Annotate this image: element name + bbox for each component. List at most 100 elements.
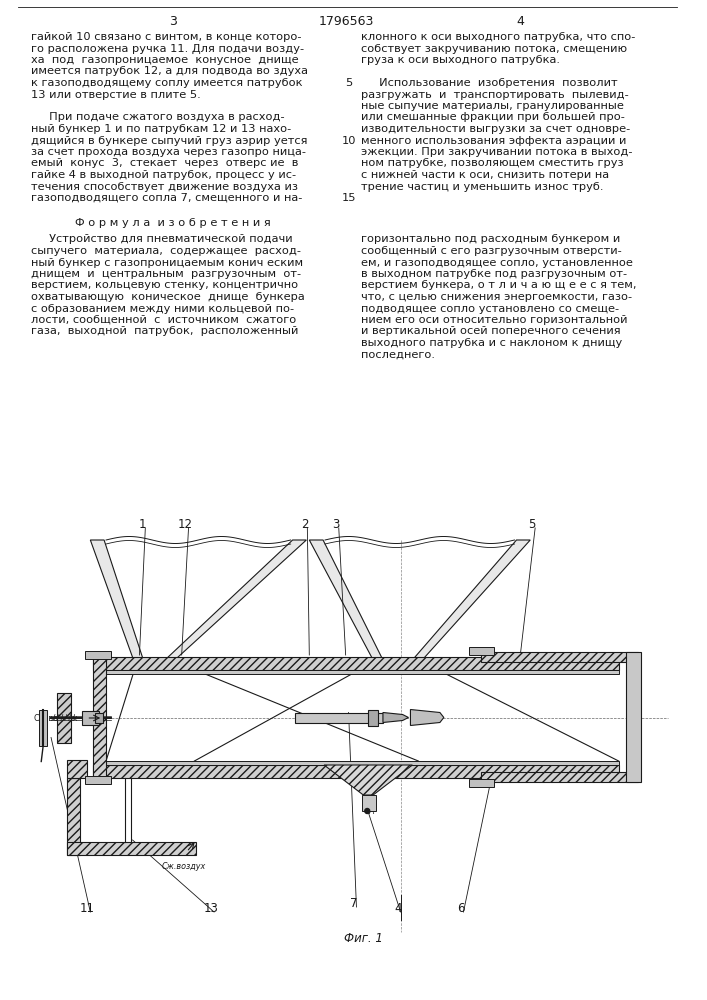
Text: течения способствует движение воздуха из: течения способствует движение воздуха из [31, 182, 298, 192]
Polygon shape [309, 540, 383, 660]
Text: клонного к оси выходного патрубка, что спо-: клонного к оси выходного патрубка, что с… [361, 32, 636, 42]
Text: емый  конус  3,  стекает  через  отверс ие  в: емый конус 3, стекает через отверс ие в [31, 158, 299, 168]
Text: При подаче сжатого воздуха в расход-: При подаче сжатого воздуха в расход- [31, 112, 285, 122]
Text: с нижней части к оси, снизить потери на: с нижней части к оси, снизить потери на [361, 170, 609, 180]
Bar [481, 662, 626, 772]
Text: к газоподводящему соплу имеется патрубок: к газоподводящему соплу имеется патрубок [31, 78, 303, 88]
Bar [86, 651, 111, 659]
Text: 6: 6 [457, 902, 464, 915]
Text: груза к оси выходного патрубка.: груза к оси выходного патрубка. [361, 55, 561, 65]
Text: горизонтально под расходным бункером и: горизонтально под расходным бункером и [361, 234, 621, 244]
Text: ные сыпучие материалы, гранулированные: ные сыпучие материалы, гранулированные [361, 101, 624, 111]
Text: дящийся в бункере сыпучий груз аэрир уется: дящийся в бункере сыпучий груз аэрир ует… [31, 135, 308, 145]
Bar [93, 657, 619, 670]
Polygon shape [383, 712, 409, 722]
Text: ный бункер с газопроницаемым конич еским: ный бункер с газопроницаемым конич еским [31, 257, 303, 267]
Polygon shape [411, 710, 444, 726]
Circle shape [365, 808, 370, 814]
Bar [95, 712, 103, 722]
Bar [93, 765, 619, 778]
Text: Ф о р м у л а  и з о б р е т е н и я: Ф о р м у л а и з о б р е т е н и я [75, 219, 271, 229]
Bar [295, 712, 383, 722]
Polygon shape [90, 540, 144, 660]
Text: охватывающую  коническое  днище  бункера: охватывающую коническое днище бункера [31, 292, 305, 302]
Text: собствует закручиванию потока, смещению: собствует закручиванию потока, смещению [361, 43, 628, 53]
Bar [469, 779, 494, 787]
Bar [57, 692, 71, 742]
Text: A: A [369, 807, 375, 816]
Text: ный бункер 1 и по патрубкам 12 и 13 нахо-: ный бункер 1 и по патрубкам 12 и 13 нахо… [31, 124, 292, 134]
Text: 1796563: 1796563 [319, 15, 374, 28]
Polygon shape [324, 765, 412, 795]
Text: 10: 10 [341, 135, 356, 145]
Bar [66, 760, 88, 778]
Text: 1: 1 [139, 518, 146, 531]
Text: что, с целью снижения энергоемкости, газо-: что, с целью снижения энергоемкости, газ… [361, 292, 633, 302]
Bar [93, 670, 619, 674]
Text: менного использования эффекта аэрации и: менного использования эффекта аэрации и [361, 135, 626, 145]
Text: 3: 3 [332, 518, 339, 531]
Text: 3: 3 [169, 15, 177, 28]
Text: 15: 15 [341, 193, 356, 203]
Bar [93, 761, 619, 765]
Bar [86, 776, 111, 784]
Text: ном патрубке, позволяющем сместить груз: ном патрубке, позволяющем сместить груз [361, 158, 624, 168]
Text: подводящее сопло установлено со смеще-: подводящее сопло установлено со смеще- [361, 304, 619, 314]
Bar [40, 710, 47, 746]
Bar [469, 647, 494, 655]
Text: 11: 11 [80, 902, 95, 915]
Text: последнего.: последнего. [361, 350, 436, 360]
Bar [626, 652, 641, 782]
Text: гайке 4 в выходной патрубок, процесс у ис-: гайке 4 в выходной патрубок, процесс у и… [31, 170, 296, 180]
Text: эжекции. При закручивании потока в выход-: эжекции. При закручивании потока в выход… [361, 147, 633, 157]
Text: днищем  и  центральным  разгрузочным  от-: днищем и центральным разгрузочным от- [31, 269, 302, 279]
Text: имеется патрубок 12, а для подвода во здуха: имеется патрубок 12, а для подвода во зд… [31, 66, 308, 77]
Text: и вертикальной осей поперечного сечения: и вертикальной осей поперечного сечения [361, 326, 621, 336]
Text: разгружать  и  транспортировать  пылевид-: разгружать и транспортировать пылевид- [361, 90, 629, 100]
Bar [81, 710, 99, 724]
Bar [481, 652, 638, 662]
Text: 4: 4 [394, 902, 402, 915]
Bar [362, 795, 376, 811]
Text: трение частиц и уменьшить износ труб.: трение частиц и уменьшить износ труб. [361, 182, 604, 192]
Text: 13: 13 [204, 902, 218, 915]
Text: сыпучего  материала,  содержащее  расход-: сыпучего материала, содержащее расход- [31, 246, 301, 256]
Text: газоподводящего сопла 7, смещенного и на-: газоподводящего сопла 7, смещенного и на… [31, 193, 303, 203]
Text: Использование  изобретения  позволит: Использование изобретения позволит [361, 78, 618, 88]
Text: Сж.воздух: Сж.воздух [33, 714, 78, 723]
Bar [66, 778, 79, 855]
Text: 12: 12 [178, 518, 193, 531]
Text: ем, и газоподводящее сопло, установленное: ем, и газоподводящее сопло, установленно… [361, 257, 633, 267]
Bar [93, 652, 106, 783]
Text: за счет прохода воздуха через газопро ница-: за счет прохода воздуха через газопро ни… [31, 147, 306, 157]
Text: ха  под  газопроницаемое  конусное  днище: ха под газопроницаемое конусное днище [31, 55, 299, 65]
Bar [481, 772, 638, 782]
Text: сообщенный с его разгрузочным отверсти-: сообщенный с его разгрузочным отверсти- [361, 246, 622, 256]
Text: с образованием между ними кольцевой по-: с образованием между ними кольцевой по- [31, 304, 295, 314]
Text: 13 или отверстие в плите 5.: 13 или отверстие в плите 5. [31, 90, 201, 100]
Text: 5: 5 [529, 518, 536, 531]
Text: 7: 7 [350, 897, 357, 910]
Text: Фиг. 1: Фиг. 1 [344, 932, 382, 945]
Text: газа,  выходной  патрубок,  расположенный: газа, выходной патрубок, расположенный [31, 326, 299, 336]
Bar [66, 842, 197, 855]
Bar [106, 674, 619, 761]
Text: Устройство для пневматической подачи: Устройство для пневматической подачи [31, 234, 293, 244]
Text: 5: 5 [345, 78, 352, 88]
Bar [368, 710, 378, 726]
Text: гайкой 10 связано с винтом, в конце которо-: гайкой 10 связано с винтом, в конце кото… [31, 32, 302, 42]
Text: Сж.воздух: Сж.воздух [162, 862, 206, 871]
Text: изводительности выгрузки за счет одновре-: изводительности выгрузки за счет одновре… [361, 124, 631, 134]
Text: в выходном патрубке под разгрузочным от-: в выходном патрубке под разгрузочным от- [361, 269, 628, 279]
Text: го расположена ручка 11. Для подачи возду-: го расположена ручка 11. Для подачи возд… [31, 43, 305, 54]
Text: выходного патрубка и с наклоном к днищу: выходного патрубка и с наклоном к днищу [361, 338, 623, 348]
Text: или смешанные фракции при большей про-: или смешанные фракции при большей про- [361, 112, 625, 122]
Text: лости, сообщенной  с  источником  сжатого: лости, сообщенной с источником сжатого [31, 315, 297, 325]
Polygon shape [165, 540, 306, 660]
Text: нием его оси относительно горизонтальной: нием его оси относительно горизонтальной [361, 315, 628, 325]
Polygon shape [412, 540, 530, 660]
Text: 4: 4 [517, 15, 525, 28]
Text: 2: 2 [300, 518, 308, 531]
Text: верстием, кольцевую стенку, концентрично: верстием, кольцевую стенку, концентрично [31, 280, 298, 290]
Text: верстием бункера, о т л и ч а ю щ е е с я тем,: верстием бункера, о т л и ч а ю щ е е с … [361, 280, 637, 290]
